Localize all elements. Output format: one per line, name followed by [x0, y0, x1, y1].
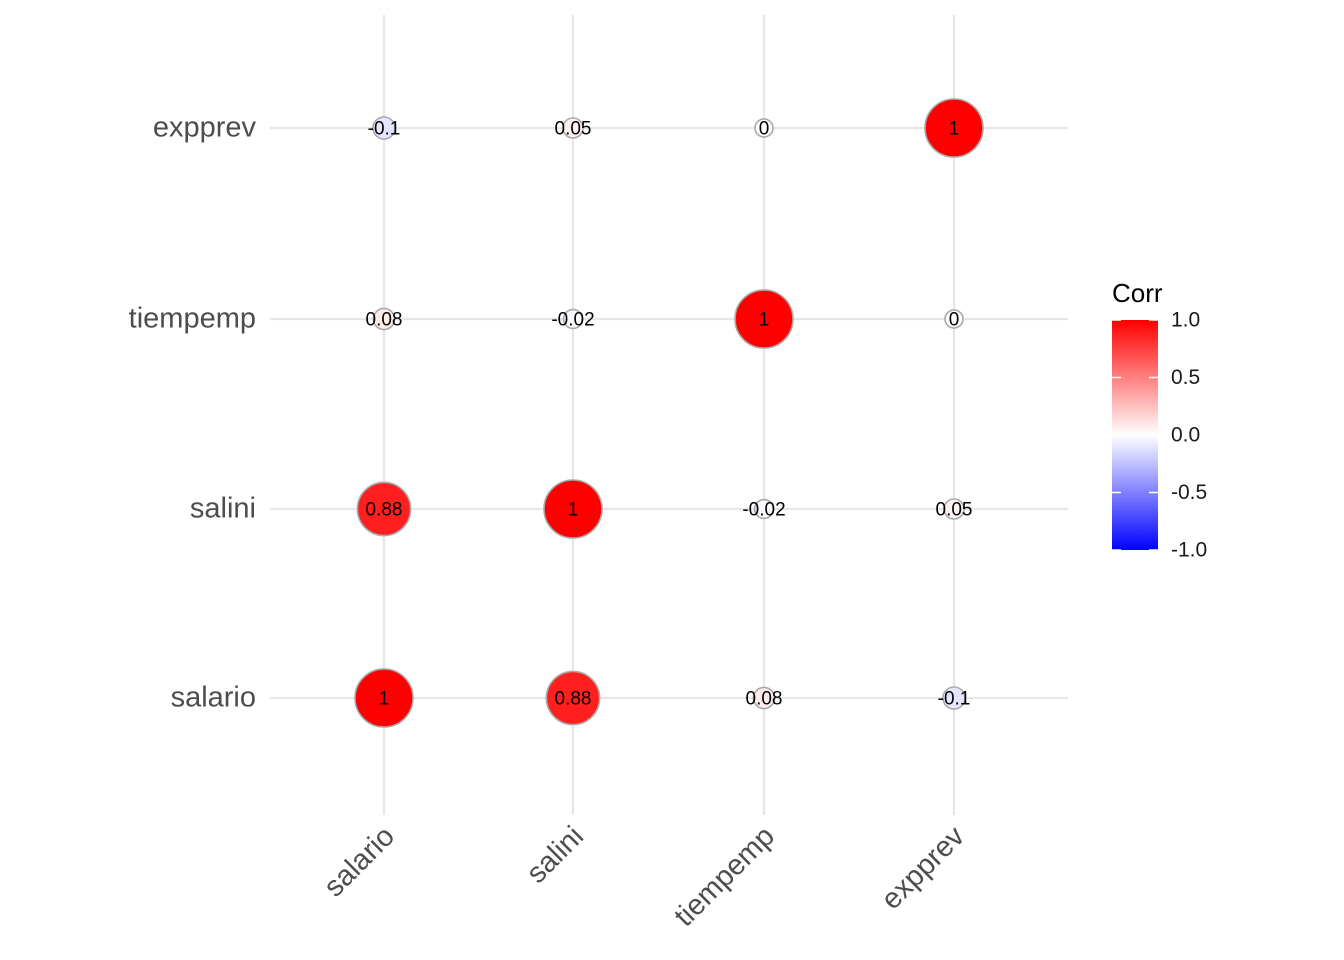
cell-tiempemp-salini: -0.02 [742, 498, 786, 521]
correlation-value-label: 0 [949, 310, 960, 331]
correlation-value-label: 0.05 [936, 500, 973, 521]
legend-tick-label: 0.0 [1171, 424, 1200, 447]
correlation-value-label: 0.88 [555, 689, 592, 710]
cell-salario-expprev: -0.1 [368, 116, 401, 140]
correlation-value-label: -0.1 [938, 689, 971, 710]
y-axis-labels: salario salini tiempemp expprev [129, 112, 257, 714]
color-legend: Corr 1.0 0.5 0.0 -0.5 -1.0 [1112, 278, 1207, 562]
legend-ticks: 1.0 0.5 0.0 -0.5 -1.0 [1112, 309, 1207, 562]
legend-tick-label: -1.0 [1171, 539, 1207, 562]
correlation-dot [942, 686, 966, 710]
correlation-value-label: 0 [759, 119, 770, 140]
cell-salario-salini: 0.88 [356, 481, 412, 537]
correlation-dot [943, 498, 965, 520]
correlation-dot [754, 118, 774, 138]
correlation-dot [944, 309, 964, 329]
correlation-dot [372, 307, 396, 331]
cell-salario-salario: 1 [354, 668, 414, 728]
cell-salini-expprev: 0.05 [555, 117, 592, 140]
correlation-dot [354, 668, 414, 728]
legend-title: Corr [1112, 278, 1163, 308]
cell-expprev-salini: 0.05 [936, 498, 973, 521]
correlation-dot [752, 686, 776, 710]
x-tick-label-expprev: expprev [875, 820, 971, 916]
cell-salini-tiempemp: -0.02 [551, 308, 595, 331]
correlation-value-label: 0.08 [366, 310, 403, 331]
cell-tiempemp-expprev: 0 [754, 118, 774, 140]
correlation-dot [545, 670, 601, 726]
correlation-dot [734, 289, 794, 349]
y-tick-label-expprev: expprev [153, 112, 257, 144]
y-tick-label-salini: salini [190, 493, 256, 525]
legend-tick-label: 1.0 [1171, 309, 1200, 332]
cell-tiempemp-salario: 0.08 [746, 686, 783, 710]
correlation-value-label: 1 [759, 310, 770, 331]
legend-tick-label: -0.5 [1171, 481, 1207, 504]
x-axis-labels: salario salini tiempemp expprev [318, 820, 971, 933]
correlation-value-label: -0.1 [368, 119, 401, 140]
x-tick-label-tiempemp: tiempemp [668, 820, 781, 933]
correlation-value-label: 0.08 [746, 689, 783, 710]
cell-tiempemp-tiempemp: 1 [734, 289, 794, 349]
correlation-dot [543, 479, 603, 539]
cell-salini-salario: 0.88 [545, 670, 601, 726]
cell-expprev-salario: -0.1 [938, 686, 971, 710]
legend-tick-label: 0.5 [1171, 366, 1200, 389]
correlation-value-label: 0.88 [366, 500, 403, 521]
correlation-dot [562, 308, 584, 330]
correlation-dot [356, 481, 412, 537]
correlation-dot [562, 117, 584, 139]
correlation-dot [753, 498, 775, 520]
correlation-value-label: -0.02 [742, 500, 785, 521]
correlation-points: 1 0.88 0.08 -0.1 0.88 1 -0.02 0.05 0.08 -0.02 1 0 -0… [354, 98, 984, 728]
cell-expprev-tiempemp: 0 [944, 309, 964, 331]
cell-salario-tiempemp: 0.08 [366, 307, 403, 331]
cell-salini-salini: 1 [543, 479, 603, 539]
cell-expprev-expprev: 1 [924, 98, 984, 158]
correlation-value-label: 0.05 [555, 119, 592, 140]
correlation-value-label: 1 [568, 500, 579, 521]
correlation-value-label: -0.02 [551, 310, 594, 331]
y-tick-label-salario: salario [171, 682, 256, 714]
x-tick-label-salario: salario [318, 820, 401, 903]
x-tick-label-salini: salini [521, 820, 590, 889]
correlation-value-label: 1 [949, 119, 960, 140]
correlation-value-label: 1 [379, 689, 390, 710]
correlation-dot [372, 116, 396, 140]
correlation-dot [924, 98, 984, 158]
y-tick-label-tiempemp: tiempemp [129, 303, 256, 335]
